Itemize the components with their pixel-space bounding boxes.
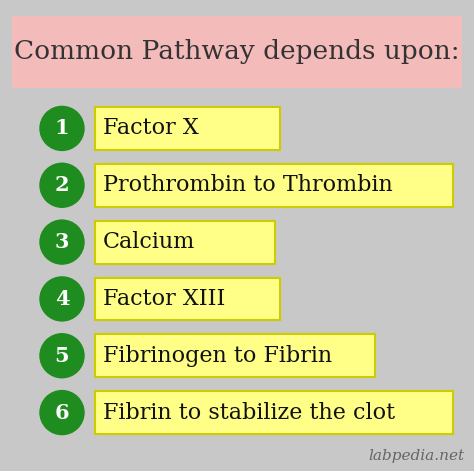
FancyBboxPatch shape	[95, 277, 280, 320]
Text: 1: 1	[55, 118, 69, 138]
Text: Fibrin to stabilize the clot: Fibrin to stabilize the clot	[103, 402, 395, 423]
FancyBboxPatch shape	[95, 164, 453, 207]
Circle shape	[40, 106, 84, 150]
Circle shape	[40, 334, 84, 378]
Text: labpedia.net: labpedia.net	[368, 449, 464, 463]
Text: 3: 3	[55, 232, 69, 252]
Text: Fibrinogen to Fibrin: Fibrinogen to Fibrin	[103, 345, 332, 367]
FancyBboxPatch shape	[95, 334, 375, 377]
Text: 2: 2	[55, 175, 69, 195]
Text: Prothrombin to Thrombin: Prothrombin to Thrombin	[103, 174, 393, 196]
Text: Factor X: Factor X	[103, 117, 199, 139]
FancyBboxPatch shape	[12, 16, 462, 88]
FancyBboxPatch shape	[95, 391, 453, 434]
Text: Factor XIII: Factor XIII	[103, 288, 225, 310]
Circle shape	[40, 277, 84, 321]
Text: Calcium: Calcium	[103, 231, 195, 253]
Text: 5: 5	[55, 346, 69, 366]
FancyBboxPatch shape	[95, 107, 280, 150]
Text: Common Pathway depends upon:: Common Pathway depends upon:	[14, 40, 460, 65]
Circle shape	[40, 220, 84, 264]
Text: 4: 4	[55, 289, 69, 309]
Circle shape	[40, 390, 84, 435]
FancyBboxPatch shape	[95, 221, 275, 263]
Text: 6: 6	[55, 403, 69, 422]
Circle shape	[40, 163, 84, 207]
